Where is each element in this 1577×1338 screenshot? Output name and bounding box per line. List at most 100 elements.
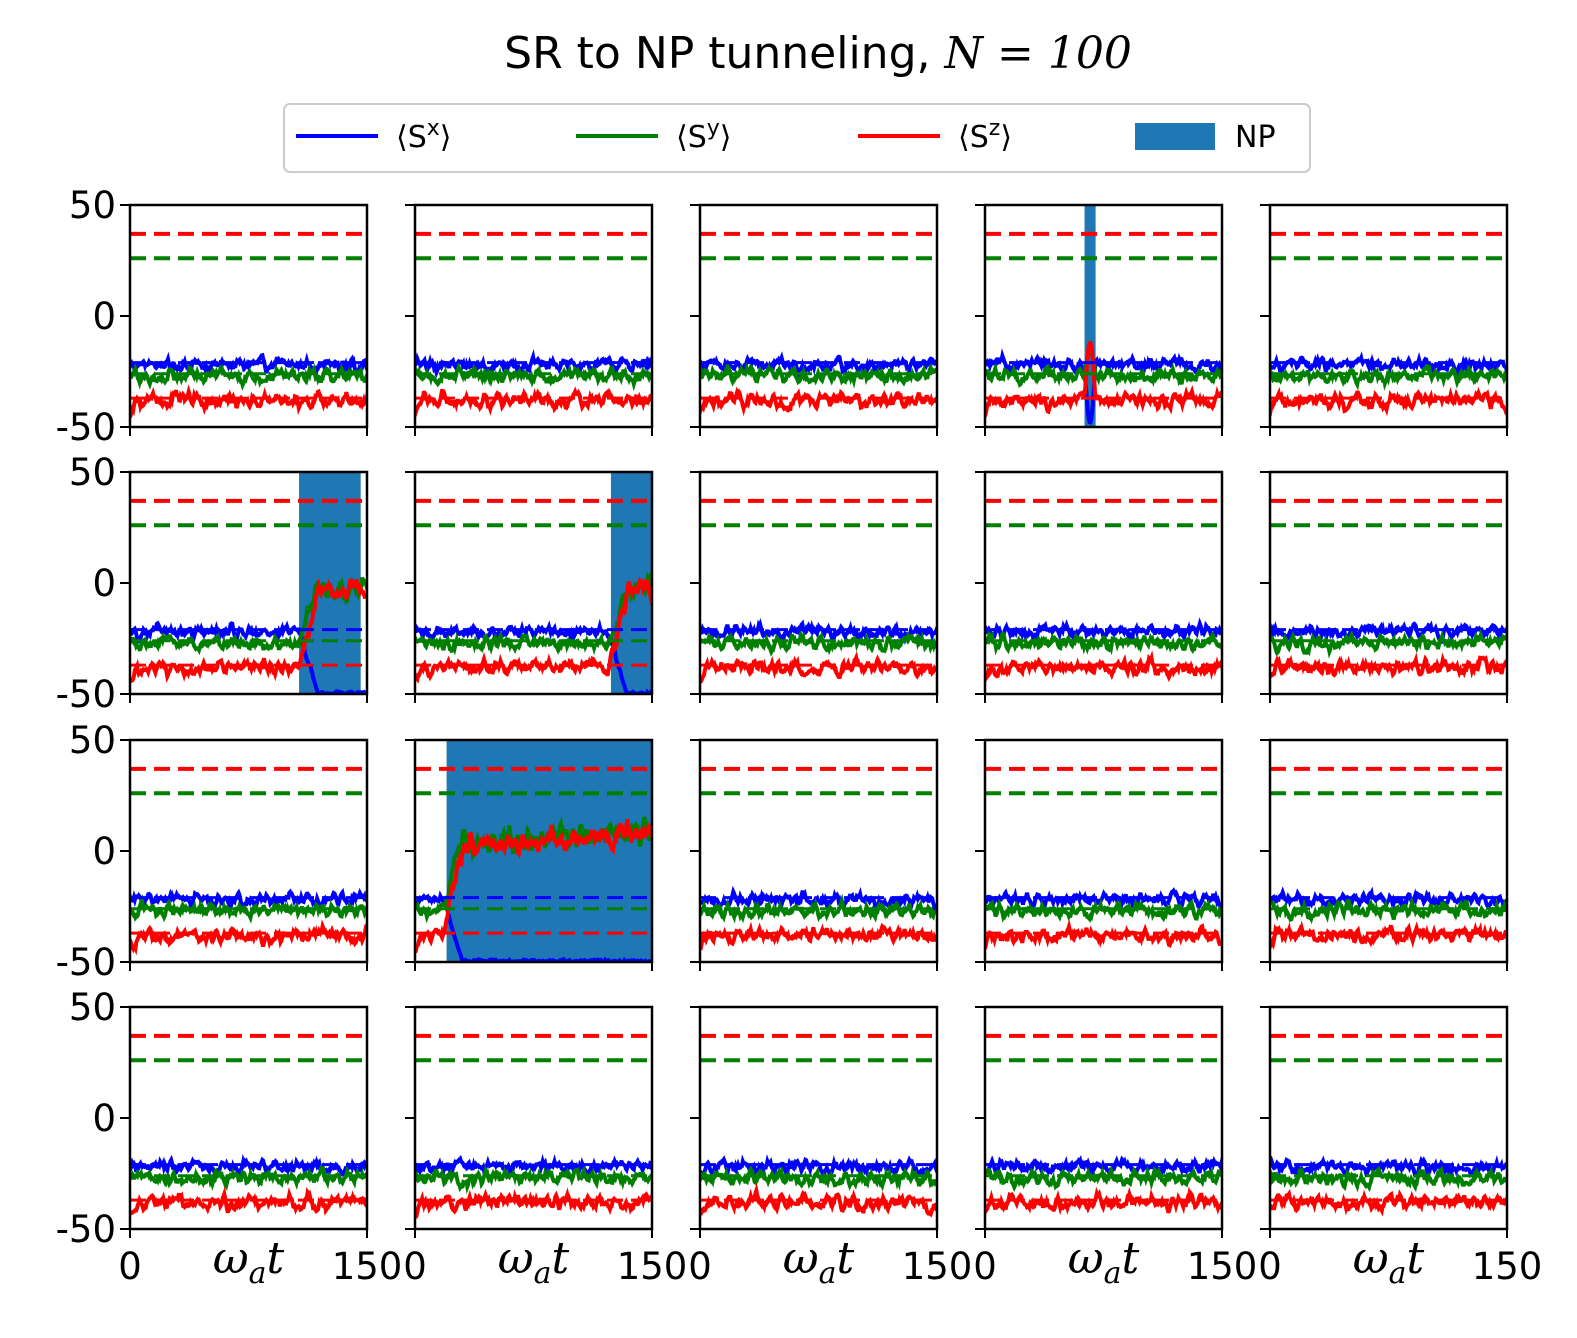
x-axis-label: ωat bbox=[498, 1233, 570, 1291]
series-sx-line bbox=[700, 617, 937, 646]
x-tick-label: 150 bbox=[1187, 1245, 1258, 1288]
series-sy-line bbox=[700, 1164, 937, 1192]
x-tick-label: 150 bbox=[617, 1245, 688, 1288]
series-sx-line bbox=[415, 348, 652, 379]
subplot-r1-c2 bbox=[690, 470, 939, 703]
series-sy-line bbox=[985, 1164, 1222, 1193]
series-sy-line bbox=[985, 349, 1222, 388]
legend-label-sup: y bbox=[707, 116, 720, 141]
subplot-body bbox=[700, 231, 937, 417]
x-axis-label: ωat bbox=[783, 1233, 855, 1291]
subplot-body bbox=[415, 231, 652, 418]
subplot-body bbox=[1270, 1033, 1507, 1217]
series-sz-line bbox=[415, 386, 652, 418]
series-sx-line bbox=[985, 887, 1222, 913]
series-sz-line bbox=[700, 650, 937, 684]
subplot-r2-c0: 50 0 -50 bbox=[56, 719, 369, 984]
series-sz-line bbox=[130, 384, 367, 419]
subplot-body bbox=[130, 472, 367, 694]
x-tick-label: 0 bbox=[118, 1245, 142, 1288]
series-sz-line bbox=[130, 576, 367, 683]
series-sz-line bbox=[1270, 1188, 1507, 1217]
y-tick-label: 50 bbox=[69, 184, 116, 227]
legend-label-close: ⟩ bbox=[1000, 120, 1012, 155]
subplot-body bbox=[130, 1033, 367, 1216]
series-sx-line bbox=[130, 1153, 367, 1180]
legend-label-z: ⟨Sz⟩ bbox=[958, 116, 1012, 155]
chart-title: SR to NP tunneling, N = 100 bbox=[504, 28, 1132, 79]
series-sz-line bbox=[1270, 920, 1507, 951]
subplot-body bbox=[985, 766, 1222, 950]
subplot-frame bbox=[983, 738, 1224, 964]
x-tick-label: 0 bbox=[688, 1245, 712, 1288]
series-sz-line bbox=[130, 1186, 367, 1216]
subplot-r1-c0: 50 0 -50 bbox=[56, 451, 369, 716]
y-tick-label: 0 bbox=[92, 562, 116, 605]
y-tick-label: -50 bbox=[56, 941, 116, 984]
series-sy-line bbox=[130, 893, 367, 924]
subplot-r3-c1: 0 150 ωat bbox=[403, 1005, 688, 1291]
series-sy-line bbox=[700, 627, 937, 657]
chart-title-prefix: SR to NP tunneling, bbox=[504, 28, 944, 79]
series-sz-line bbox=[985, 918, 1222, 950]
np-region bbox=[1084, 205, 1096, 427]
subplot-frame bbox=[1268, 470, 1509, 696]
y-tick-label: 0 bbox=[92, 295, 116, 338]
subplot-frame bbox=[1268, 203, 1509, 429]
y-tick-label: 0 bbox=[92, 830, 116, 873]
subplot-r0-c2 bbox=[690, 203, 939, 436]
series-sx-line bbox=[700, 885, 937, 914]
subplot-r3-c2: 0 150 ωat bbox=[688, 1005, 973, 1291]
series-sy-line bbox=[1270, 1165, 1507, 1193]
legend-label-sup: z bbox=[989, 116, 1001, 141]
x-tick-label: 150 bbox=[902, 1245, 973, 1288]
series-sz-line bbox=[985, 340, 1222, 418]
legend-frame bbox=[283, 103, 1311, 173]
series-sx-line bbox=[700, 1154, 937, 1181]
series-sy-line bbox=[415, 361, 652, 392]
x-axis-label: ωat bbox=[1068, 1233, 1140, 1291]
series-sz-line bbox=[700, 921, 937, 951]
x-tick-label: 0 bbox=[403, 1245, 427, 1288]
subplot-r3-c3: 0 150 ωat bbox=[973, 1005, 1258, 1291]
legend-label-x: ⟨Sx⟩ bbox=[396, 116, 452, 155]
y-tick-label: 50 bbox=[69, 451, 116, 494]
subplot-body bbox=[415, 472, 652, 694]
subplot-body bbox=[985, 498, 1222, 683]
legend-label-main: ⟨S bbox=[396, 120, 427, 155]
subplot-r2-c3 bbox=[975, 738, 1224, 971]
y-tick-label: 50 bbox=[69, 986, 116, 1029]
legend-swatch-np bbox=[1135, 123, 1215, 150]
subplot-body bbox=[1270, 498, 1507, 680]
series-sz-line bbox=[130, 919, 367, 956]
y-tick-label: -50 bbox=[56, 673, 116, 716]
series-sz-line bbox=[700, 1182, 937, 1218]
subplot-body bbox=[985, 1033, 1222, 1216]
subplot-body bbox=[415, 1033, 652, 1220]
series-sy-line bbox=[700, 893, 937, 924]
legend-label-main: ⟨S bbox=[676, 120, 707, 155]
legend-label-sup: x bbox=[427, 116, 440, 141]
x-tick-label: 150 bbox=[332, 1245, 403, 1288]
legend: ⟨Sx⟩ ⟨Sy⟩ ⟨Sz⟩ NP bbox=[283, 103, 1311, 173]
legend-label-close: ⟩ bbox=[720, 120, 732, 155]
x-axis-label: ωat bbox=[213, 1233, 285, 1291]
subplot-r1-c3 bbox=[975, 470, 1224, 703]
x-axis-label: ωat bbox=[1353, 1233, 1425, 1291]
subplot-body bbox=[700, 498, 937, 684]
subplot-r0-c4 bbox=[1260, 203, 1509, 436]
series-sy-line bbox=[130, 1165, 367, 1192]
series-sy-line bbox=[415, 1164, 652, 1195]
y-tick-label: -50 bbox=[56, 406, 116, 449]
y-tick-label: 50 bbox=[69, 719, 116, 762]
series-sz-line bbox=[415, 575, 652, 684]
subplot-r0-c1 bbox=[405, 203, 654, 436]
y-tick-label: 0 bbox=[92, 1097, 116, 1140]
legend-label-y: ⟨Sy⟩ bbox=[676, 116, 732, 155]
subplot-r1-c4 bbox=[1260, 470, 1509, 703]
series-sz-line bbox=[1270, 386, 1507, 417]
subplot-frame bbox=[983, 470, 1224, 696]
subplot-body bbox=[700, 1033, 937, 1218]
